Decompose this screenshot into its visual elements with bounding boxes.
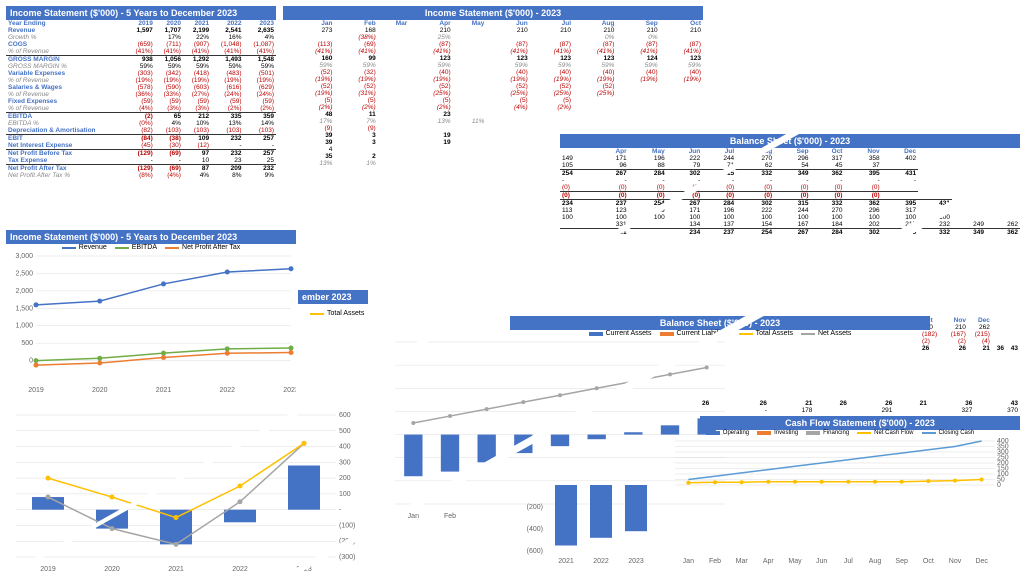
svg-text:(300): (300) — [339, 554, 355, 561]
income-annual-grid: Year Ending 2019 2020 2021 2022 2023 Rev… — [6, 20, 276, 179]
year-ending-label: Year Ending — [6, 20, 127, 27]
svg-text:2021: 2021 — [558, 558, 574, 565]
row-label: EBIT — [6, 135, 127, 143]
svg-text:Jan: Jan — [408, 513, 419, 520]
svg-text:Jul: Jul — [844, 558, 853, 565]
balance-sheet-header: Balance Sheet ($'000) - 2023 — [560, 134, 1020, 148]
row-label: Growth % — [6, 34, 127, 41]
svg-text:(200): (200) — [339, 538, 355, 545]
row-label: Net Profit After Tax % — [6, 172, 127, 179]
balance-sheet-grid: Apr May Jun Jul Aug Sep Oct Nov Dec 1491… — [560, 148, 1020, 236]
svg-text:2019: 2019 — [40, 566, 56, 573]
svg-text:Oct: Oct — [923, 558, 934, 565]
svg-text:Jun: Jun — [816, 558, 827, 565]
income-chart-svg: 0 500 1,000 1,500 2,000 2,500 3,000 2019 2020 202… — [6, 251, 296, 396]
row-label: % of Revenue — [6, 48, 127, 56]
svg-text:2022: 2022 — [219, 387, 235, 394]
svg-text:2022: 2022 — [593, 558, 609, 565]
balance-monthly-chart-header: Balance Sheet ($'000) - 2023 — [510, 316, 930, 330]
row-label: Net Interest Expense — [6, 142, 127, 150]
svg-text:200: 200 — [339, 475, 351, 482]
cashflow-legend: Operating Investing Financing Net Cash F… — [660, 430, 1020, 436]
svg-text:2023: 2023 — [296, 566, 312, 573]
svg-text:-: - — [339, 507, 342, 514]
svg-text:500: 500 — [339, 428, 351, 435]
svg-text:2019: 2019 — [28, 387, 44, 394]
svg-text:2023: 2023 — [283, 387, 296, 394]
row-label: % of Revenue — [6, 105, 127, 113]
row-label: Net Profit Before Tax — [6, 150, 127, 158]
balance-extra-fragment: OctNovDec 210210262(182)(167)(215)(2)(2)… — [920, 317, 1020, 352]
svg-text:Jan: Jan — [683, 558, 694, 565]
svg-text:500: 500 — [21, 340, 33, 347]
svg-text:2021: 2021 — [168, 566, 184, 573]
svg-text:Feb: Feb — [709, 558, 721, 565]
row-label: Variable Expenses — [6, 70, 127, 77]
svg-text:2020: 2020 — [104, 566, 120, 573]
row-label: % of Revenue — [6, 77, 127, 84]
svg-text:(400): (400) — [527, 526, 543, 533]
row-label: COGS — [6, 41, 127, 48]
row-label: GROSS MARGIN — [6, 56, 127, 64]
balance-sheet-table: Balance Sheet ($'000) - 2023 Apr May Jun… — [560, 134, 1020, 236]
row-label: Revenue — [6, 27, 127, 34]
chart-header-fragment: ember 2023 — [298, 290, 368, 304]
svg-text:100: 100 — [339, 491, 351, 498]
income-chart-legend: Revenue EBITDA Net Profit After Tax — [6, 244, 296, 251]
svg-text:Sep: Sep — [895, 558, 908, 565]
svg-text:(600): (600) — [527, 548, 543, 555]
income-chart-header: Income Statement ($'000) - 5 Years to De… — [6, 230, 296, 244]
svg-text:2,000: 2,000 — [15, 288, 33, 295]
income-annual-chart: Income Statement ($'000) - 5 Years to De… — [6, 230, 296, 400]
cashflow-chart-svg: 202120222023(600)(400)(200)0501001502002… — [520, 436, 1020, 566]
svg-text:May: May — [788, 558, 802, 565]
svg-text:(200): (200) — [527, 504, 543, 511]
balance-annual-chart-svg: (300) (200) (100) - 100 200 300 400 500 600 2019 20… — [6, 410, 366, 575]
legend-fragment: Total Assets — [310, 310, 364, 317]
svg-text:Feb: Feb — [444, 513, 456, 520]
row-label: Fixed Expenses — [6, 98, 127, 105]
cashflow-chart-header: Cash Flow Statement ($'000) - 2023 — [700, 416, 1020, 430]
row-label: Tax Expense — [6, 157, 127, 165]
row-label: Salaries & Wages — [6, 84, 127, 91]
svg-text:0: 0 — [29, 358, 33, 365]
svg-text:400: 400 — [997, 438, 1009, 445]
balance-monthly-legend: Current Assets Current Liabilities Total… — [510, 330, 930, 337]
svg-text:2021: 2021 — [156, 387, 172, 394]
svg-text:300: 300 — [339, 459, 351, 466]
row-label: EBITDA — [6, 113, 127, 121]
income-monthly-header: Income Statement ($'000) - 2023 — [283, 6, 703, 20]
svg-text:Dec: Dec — [975, 558, 988, 565]
svg-text:1,000: 1,000 — [15, 323, 33, 330]
row-label: Depreciation & Amortisation — [6, 127, 127, 135]
balance-annual-chart: (300) (200) (100) - 100 200 300 400 500 600 2019 20… — [6, 410, 366, 575]
row-label: EBITDA % — [6, 120, 127, 127]
svg-text:Mar: Mar — [736, 558, 749, 565]
svg-text:2,500: 2,500 — [15, 270, 33, 277]
income-statement-annual-table: Income Statement ($'000) - 5 Years to De… — [6, 6, 276, 179]
svg-text:2023: 2023 — [628, 558, 644, 565]
row-label: % of Revenue — [6, 91, 127, 98]
svg-text:2022: 2022 — [232, 566, 248, 573]
svg-text:Aug: Aug — [869, 558, 882, 565]
svg-text:(100): (100) — [339, 522, 355, 529]
svg-text:Apr: Apr — [763, 558, 775, 565]
svg-text:400: 400 — [339, 444, 351, 451]
income-annual-header: Income Statement ($'000) - 5 Years to De… — [6, 6, 276, 20]
svg-text:600: 600 — [339, 412, 351, 419]
row-label: GROSS MARGIN % — [6, 63, 127, 70]
svg-text:1,500: 1,500 — [15, 305, 33, 312]
svg-text:Nov: Nov — [949, 558, 962, 565]
svg-text:2020: 2020 — [92, 387, 108, 394]
cashflow-chart: Cash Flow Statement ($'000) - 2023 Opera… — [520, 416, 1020, 574]
svg-text:3,000: 3,000 — [15, 253, 33, 260]
row-label: Net Profit After Tax — [6, 165, 127, 173]
